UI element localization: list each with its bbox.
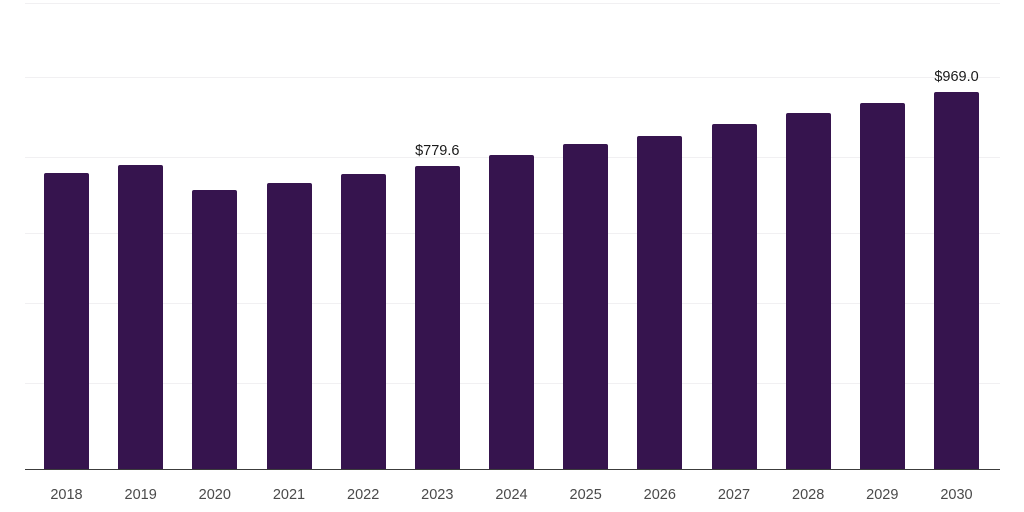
- x-axis-line: [25, 468, 1000, 470]
- x-tick-label: 2018: [50, 487, 83, 503]
- x-tick-label: 2028: [792, 487, 825, 503]
- bar-group[interactable]: $779.6: [414, 143, 460, 469]
- bar-value-label: $969.0: [934, 68, 979, 85]
- x-tick-label: 2026: [643, 487, 676, 503]
- bar[interactable]: [266, 183, 312, 469]
- x-tick-label: 2029: [866, 487, 899, 503]
- bar-group[interactable]: [489, 155, 534, 469]
- x-tick-label: 2019: [124, 487, 157, 503]
- bar-group[interactable]: [785, 113, 831, 469]
- bar-group[interactable]: [563, 144, 609, 469]
- bar[interactable]: [44, 173, 89, 469]
- bar-group[interactable]: [340, 174, 386, 469]
- bar[interactable]: [489, 155, 534, 469]
- bar[interactable]: [711, 124, 757, 469]
- x-tick-label: 2022: [347, 487, 380, 503]
- gridline: [25, 3, 1000, 4]
- x-tick-label: 2025: [569, 487, 602, 503]
- bar[interactable]: [785, 113, 831, 469]
- x-tick-label: 2024: [495, 487, 528, 503]
- bar-group[interactable]: [118, 165, 164, 469]
- bar[interactable]: [118, 165, 164, 469]
- x-tick-label: 2030: [940, 487, 973, 503]
- bar-group[interactable]: [44, 173, 89, 469]
- x-tick-label: 2021: [272, 487, 306, 503]
- bar-group[interactable]: [637, 136, 683, 469]
- bar-group[interactable]: [711, 124, 757, 469]
- bar[interactable]: [563, 144, 609, 469]
- bar-group[interactable]: [859, 103, 905, 469]
- x-axis-labels: 2018 2019 2020 2021 2022 2023 2024 2025 2026 2027…: [0, 481, 1024, 512]
- bar[interactable]: [637, 136, 683, 469]
- bar[interactable]: [859, 103, 905, 469]
- bar-value-label: $779.6: [415, 142, 460, 159]
- bar-group[interactable]: $969.0: [934, 69, 979, 469]
- x-tick-label: 2023: [421, 487, 454, 503]
- bar[interactable]: [340, 174, 386, 469]
- gridline: [25, 77, 1000, 78]
- bar-group[interactable]: [266, 183, 312, 469]
- bar-group[interactable]: [192, 190, 238, 469]
- bar[interactable]: [192, 190, 238, 469]
- bar[interactable]: [934, 92, 979, 469]
- x-tick-label: 2020: [198, 487, 231, 503]
- x-tick-label: 2027: [717, 487, 751, 503]
- bar[interactable]: [414, 166, 460, 469]
